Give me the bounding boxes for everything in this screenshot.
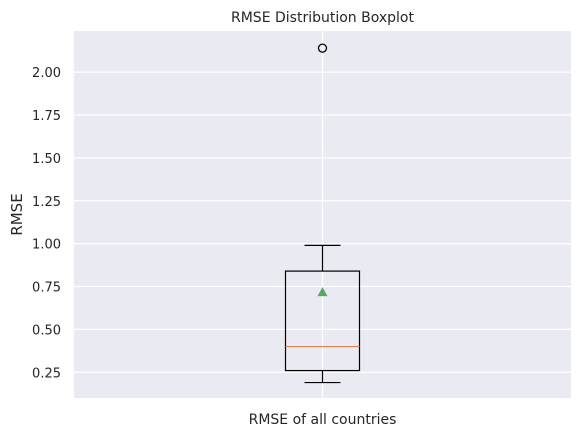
- chart-title: RMSE Distribution Boxplot: [231, 10, 414, 26]
- grid-lines: [74, 31, 571, 398]
- y-axis-ticks: 0.25 0.50 0.75 1.00 1.25 1.50 1.75 2.00: [32, 66, 61, 381]
- y-tick-label: 2.00: [32, 66, 61, 81]
- y-tick-label: 0.75: [32, 281, 61, 296]
- mean-marker: [317, 287, 328, 297]
- y-tick-label: 0.25: [32, 366, 61, 381]
- y-tick-label: 1.00: [32, 238, 61, 253]
- y-tick-label: 1.75: [32, 109, 61, 124]
- box-layer: [284, 43, 361, 384]
- y-tick-label: 1.25: [32, 195, 61, 210]
- x-axis-ticks: RMSE of all countries: [249, 412, 397, 428]
- outlier-point: [317, 43, 328, 53]
- y-tick-label: 1.50: [32, 152, 61, 167]
- iqr-box: [284, 270, 361, 372]
- y-tick-label: 0.50: [32, 323, 61, 338]
- y-axis-label: RMSE: [8, 193, 26, 235]
- x-tick-label: RMSE of all countries: [249, 412, 397, 428]
